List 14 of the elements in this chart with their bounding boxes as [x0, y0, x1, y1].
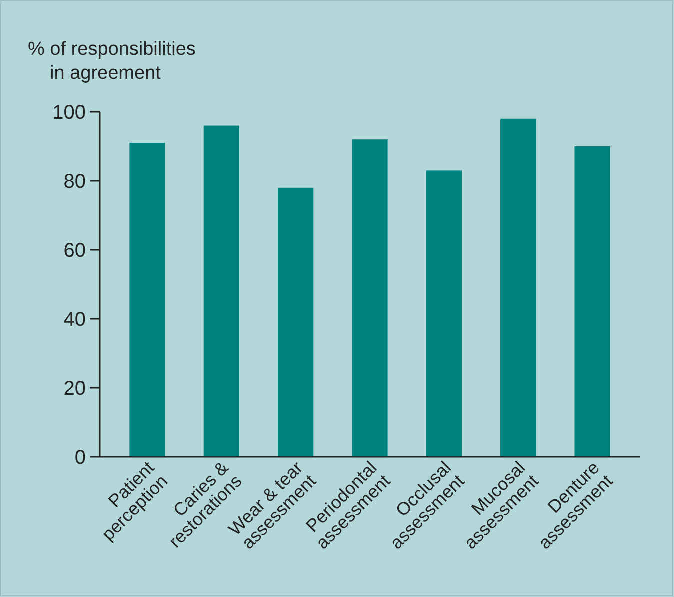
bar [204, 126, 240, 457]
y-tick-label: 60 [64, 240, 86, 262]
bar [278, 188, 314, 457]
y-axis-title: % of responsibilities in agreement [28, 39, 196, 84]
y-tick-label: 20 [64, 378, 86, 400]
bar [574, 146, 610, 457]
y-tick-label: 40 [64, 309, 86, 331]
bar [426, 170, 462, 457]
bar [352, 140, 388, 457]
y-tick-label: 0 [74, 447, 86, 469]
y-tick-label: 100 [52, 102, 86, 124]
bar [130, 143, 166, 457]
bar [500, 118, 536, 457]
y-tick-label: 80 [64, 171, 86, 193]
